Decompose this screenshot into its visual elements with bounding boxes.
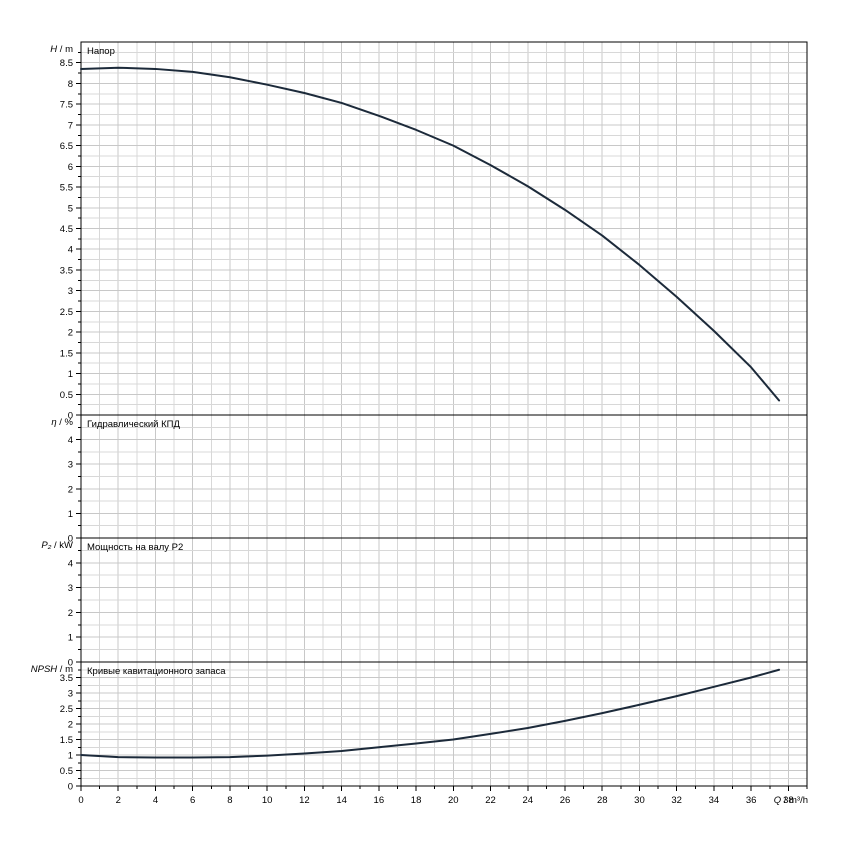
power-y-axis-label: P₂ / kW xyxy=(41,540,73,551)
head-y-axis-label: H / m xyxy=(50,44,73,55)
x-tick-label: 16 xyxy=(374,795,385,806)
head-y-tick-label: 6.5 xyxy=(60,141,73,152)
efficiency-panel-title: Гидравлический КПД xyxy=(87,419,180,430)
npsh-y-tick-label: 3.5 xyxy=(60,673,73,684)
x-tick-label: 20 xyxy=(448,795,459,806)
head-curve xyxy=(80,66,781,402)
head-panel-title: Напор xyxy=(87,46,115,57)
head-y-tick-label: 4 xyxy=(68,245,73,256)
efficiency-y-axis-symbol: η xyxy=(51,417,59,428)
npsh-y-tick-label: 1.5 xyxy=(60,735,73,746)
x-tick-label: 12 xyxy=(299,795,310,806)
power-y-axis-symbol: P₂ xyxy=(41,540,54,551)
x-tick-label: 4 xyxy=(153,795,158,806)
efficiency-y-tick-label: 3 xyxy=(68,460,73,471)
power-y-axis-unit: / kW xyxy=(54,540,73,551)
head-y-tick-label: 1.5 xyxy=(60,348,73,359)
efficiency-y-axis-label: η / % xyxy=(51,417,73,428)
efficiency-y-tick-label: 0 xyxy=(68,534,73,545)
x-tick-label: 10 xyxy=(262,795,273,806)
efficiency-y-tick-label: 1 xyxy=(68,509,73,520)
npsh-panel-title: Кривые кавитационного запаса xyxy=(87,666,226,677)
npsh-y-tick-label: 1 xyxy=(68,751,73,762)
npsh-y-tick-label: 3 xyxy=(68,689,73,700)
power-y-tick-label: 2 xyxy=(68,608,73,619)
efficiency-y-tick-label: 2 xyxy=(68,484,73,495)
x-tick-label: 36 xyxy=(746,795,757,806)
power-y-tick-label: 4 xyxy=(68,558,73,569)
head-y-tick-label: 2.5 xyxy=(60,307,73,318)
npsh-y-axis-symbol: NPSH xyxy=(31,664,60,675)
x-tick-label: 38 xyxy=(783,795,794,806)
x-axis-unit: / m³/h xyxy=(784,795,808,806)
efficiency-y-tick-label: 4 xyxy=(68,435,73,446)
npsh-y-axis-label: NPSH / m xyxy=(31,664,73,675)
head-y-tick-label: 5.5 xyxy=(60,183,73,194)
power-panel-title: Мощность на валу P2 xyxy=(87,542,183,553)
head-y-tick-label: 4.5 xyxy=(60,224,73,235)
x-axis-symbol: Q xyxy=(774,795,784,806)
npsh-y-tick-label: 2.5 xyxy=(60,704,73,715)
head-y-tick-label: 0 xyxy=(68,411,73,422)
x-tick-label: 24 xyxy=(522,795,533,806)
power-y-tick-label: 3 xyxy=(68,583,73,594)
x-tick-label: 30 xyxy=(634,795,645,806)
head-y-tick-label: 6 xyxy=(68,162,73,173)
npsh-y-tick-label: 0.5 xyxy=(60,766,73,777)
head-y-tick-label: 7 xyxy=(68,120,73,131)
head-y-tick-label: 3.5 xyxy=(60,265,73,276)
x-tick-label: 26 xyxy=(560,795,571,806)
x-tick-label: 14 xyxy=(336,795,347,806)
x-tick-label: 2 xyxy=(116,795,121,806)
npsh-curve xyxy=(80,668,781,759)
head-y-tick-label: 5 xyxy=(68,203,73,214)
x-tick-label: 22 xyxy=(485,795,496,806)
x-axis-label: Q / m³/h xyxy=(774,795,808,806)
x-tick-label: 32 xyxy=(671,795,682,806)
efficiency-y-axis-unit: / % xyxy=(59,417,73,428)
head-y-tick-label: 1 xyxy=(68,369,73,380)
head-y-tick-label: 8.5 xyxy=(60,58,73,69)
head-y-tick-label: 0.5 xyxy=(60,390,73,401)
npsh-y-tick-label: 0 xyxy=(68,782,73,793)
npsh-y-axis-unit: / m xyxy=(60,664,73,675)
head-y-axis-unit: / m xyxy=(60,44,73,55)
head-y-tick-label: 7.5 xyxy=(60,100,73,111)
power-y-tick-label: 1 xyxy=(68,633,73,644)
head-y-axis-symbol: H xyxy=(50,44,60,55)
power-y-tick-label: 0 xyxy=(68,658,73,669)
x-tick-label: 34 xyxy=(709,795,720,806)
head-y-tick-label: 3 xyxy=(68,286,73,297)
x-tick-label: 0 xyxy=(78,795,83,806)
x-tick-label: 28 xyxy=(597,795,608,806)
x-tick-label: 18 xyxy=(411,795,422,806)
x-tick-label: 6 xyxy=(190,795,195,806)
x-tick-label: 8 xyxy=(227,795,232,806)
npsh-y-tick-label: 2 xyxy=(68,720,73,731)
head-y-tick-label: 2 xyxy=(68,328,73,339)
head-y-tick-label: 8 xyxy=(68,79,73,90)
